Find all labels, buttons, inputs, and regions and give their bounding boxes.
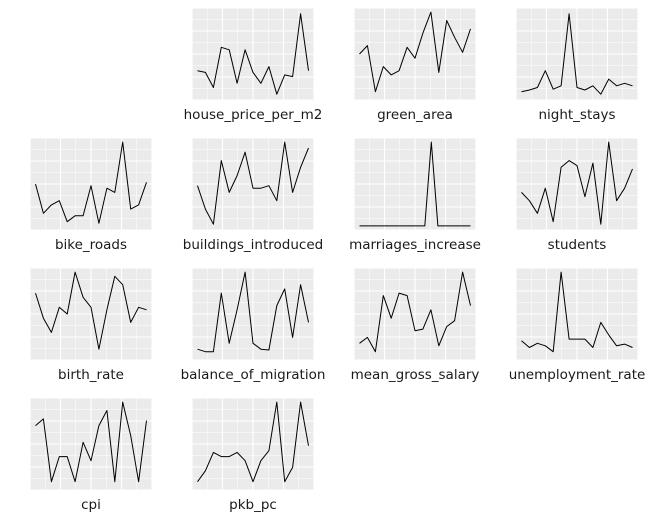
series-line-night_stays <box>521 13 633 95</box>
series-line-mean_gross_salary <box>359 271 471 353</box>
series-line-green_area <box>359 11 471 93</box>
series-line-birth_rate <box>35 271 147 350</box>
panel-house_price_per_m2: house_price_per_m2 <box>184 7 323 123</box>
panel-night_stays: night_stays <box>515 7 639 123</box>
series-line-bike_roads <box>35 141 147 224</box>
panel-label: night_stays <box>538 107 615 123</box>
panel-label: students <box>548 237 607 253</box>
panel-label: pkb_pc <box>229 497 277 513</box>
panel-birth_rate: birth_rate <box>29 267 153 383</box>
panel-green_area: green_area <box>353 7 477 123</box>
panel-cpi: cpi <box>29 397 153 513</box>
panel-pkb_pc: pkb_pc <box>191 397 315 513</box>
panel-label: buildings_introduced <box>183 237 323 253</box>
panel-balance_of_migration: balance_of_migration <box>181 267 326 383</box>
panel-students: students <box>515 137 639 253</box>
panel-bike_roads: bike_roads <box>29 137 153 253</box>
series-line-students <box>521 141 633 225</box>
panel-mean_gross_salary: mean_gross_salary <box>351 267 480 383</box>
panel-marriages_increase: marriages_increase <box>349 137 481 253</box>
panel-label: cpi <box>81 497 101 513</box>
panel-label: birth_rate <box>58 367 124 383</box>
panel-unemployment_rate: unemployment_rate <box>509 267 646 383</box>
panel-label: marriages_increase <box>349 237 481 253</box>
series-line-cpi <box>35 401 147 483</box>
panel-label: mean_gross_salary <box>351 367 480 383</box>
panel-label: bike_roads <box>55 237 127 253</box>
panel-label: green_area <box>377 107 453 123</box>
series-line-buildings_introduced <box>197 141 309 225</box>
series-line-unemployment_rate <box>521 271 633 353</box>
panel-buildings_introduced: buildings_introduced <box>183 137 323 253</box>
series-line-marriages_increase <box>359 141 471 227</box>
series-line-house_price_per_m2 <box>197 13 309 95</box>
panel-label: balance_of_migration <box>181 367 326 383</box>
panel-label: house_price_per_m2 <box>184 107 323 123</box>
panel-label: unemployment_rate <box>509 367 646 383</box>
series-line-pkb_pc <box>197 401 309 483</box>
series-line-balance_of_migration <box>197 271 309 353</box>
